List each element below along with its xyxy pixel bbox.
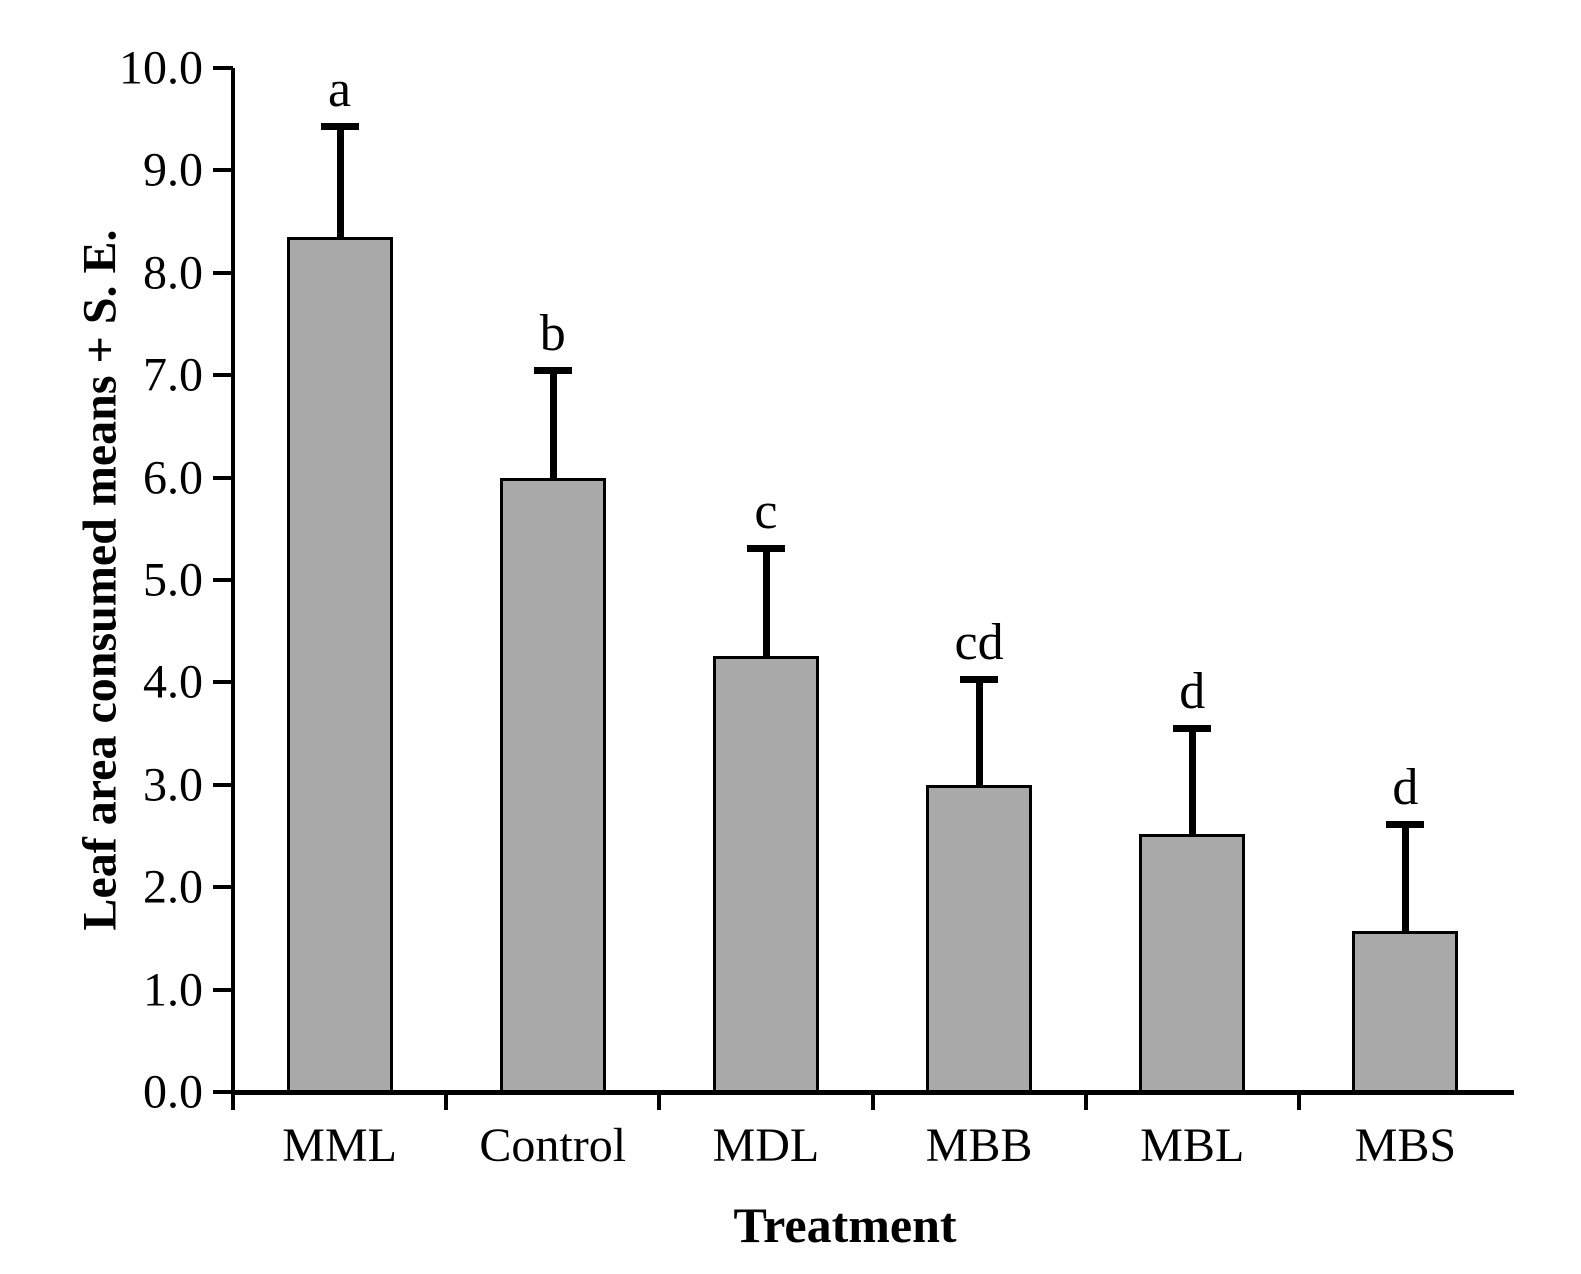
y-tick-mark: [213, 680, 233, 685]
y-tick-label: 4.0: [143, 655, 203, 709]
bar-mbb: [926, 784, 1033, 1094]
bar-mbl: [1139, 833, 1246, 1094]
y-tick-mark: [213, 987, 233, 992]
error-bar-cap: [533, 367, 572, 375]
x-axis-boundary-tick: [870, 1095, 875, 1110]
x-category-label: MML: [282, 1119, 397, 1172]
y-tick-label: 7.0: [143, 348, 203, 402]
x-axis-boundary-tick: [444, 1095, 449, 1110]
y-tick-label: 8.0: [143, 246, 203, 300]
error-bar-cap: [1386, 820, 1425, 828]
x-axis-line: [231, 1090, 1514, 1095]
bar-control: [499, 477, 606, 1094]
error-bar-stem: [1402, 823, 1410, 932]
bar-mdl: [712, 655, 819, 1094]
y-tick-mark: [213, 270, 233, 275]
y-tick-mark: [213, 373, 233, 378]
y-tick-mark: [213, 578, 233, 582]
significance-letter: cd: [954, 614, 1004, 672]
error-bar-stem: [549, 370, 557, 478]
y-tick-label: 6.0: [143, 451, 203, 505]
y-axis-line: [231, 68, 235, 1110]
y-tick-label: 9.0: [143, 143, 203, 197]
x-axis-title: Treatment: [733, 1197, 957, 1253]
x-category-label: MDL: [712, 1119, 820, 1172]
error-bar-stem: [1189, 728, 1197, 834]
error-bar-stem: [976, 679, 984, 785]
x-axis-boundary-tick: [1083, 1095, 1088, 1110]
y-tick-label: 3.0: [143, 758, 203, 812]
y-tick-mark: [213, 475, 233, 480]
bar-mbs: [1352, 931, 1459, 1094]
x-axis-boundary-tick: [1296, 1095, 1301, 1110]
y-tick-label: 1.0: [143, 963, 203, 1017]
bar-mml: [286, 236, 393, 1094]
y-tick-mark: [213, 66, 233, 70]
x-category-label: MBL: [1140, 1119, 1245, 1172]
y-tick-label: 2.0: [143, 860, 203, 914]
x-category-label: MBS: [1354, 1119, 1457, 1172]
y-tick-label: 10.0: [119, 41, 203, 95]
significance-letter: b: [539, 305, 566, 363]
error-bar-stem: [336, 126, 344, 237]
error-bar-cap: [746, 545, 785, 553]
y-tick-label: 5.0: [143, 553, 203, 607]
significance-letter: d: [1392, 758, 1419, 816]
x-category-label: MBB: [925, 1119, 1033, 1172]
error-bar-stem: [762, 548, 770, 656]
significance-letter: d: [1179, 663, 1206, 721]
error-bar-cap: [960, 676, 999, 684]
y-tick-mark: [213, 782, 233, 787]
y-tick-mark: [213, 168, 233, 173]
significance-letter: a: [328, 61, 352, 119]
y-tick-mark: [213, 1090, 233, 1094]
y-tick-mark: [213, 885, 233, 890]
error-bar-cap: [1173, 725, 1212, 733]
significance-letter: c: [754, 483, 778, 541]
error-bar-cap: [320, 123, 359, 131]
x-axis-boundary-tick: [657, 1095, 662, 1110]
x-category-label: Control: [479, 1119, 627, 1172]
y-tick-label: 0.0: [143, 1065, 203, 1119]
